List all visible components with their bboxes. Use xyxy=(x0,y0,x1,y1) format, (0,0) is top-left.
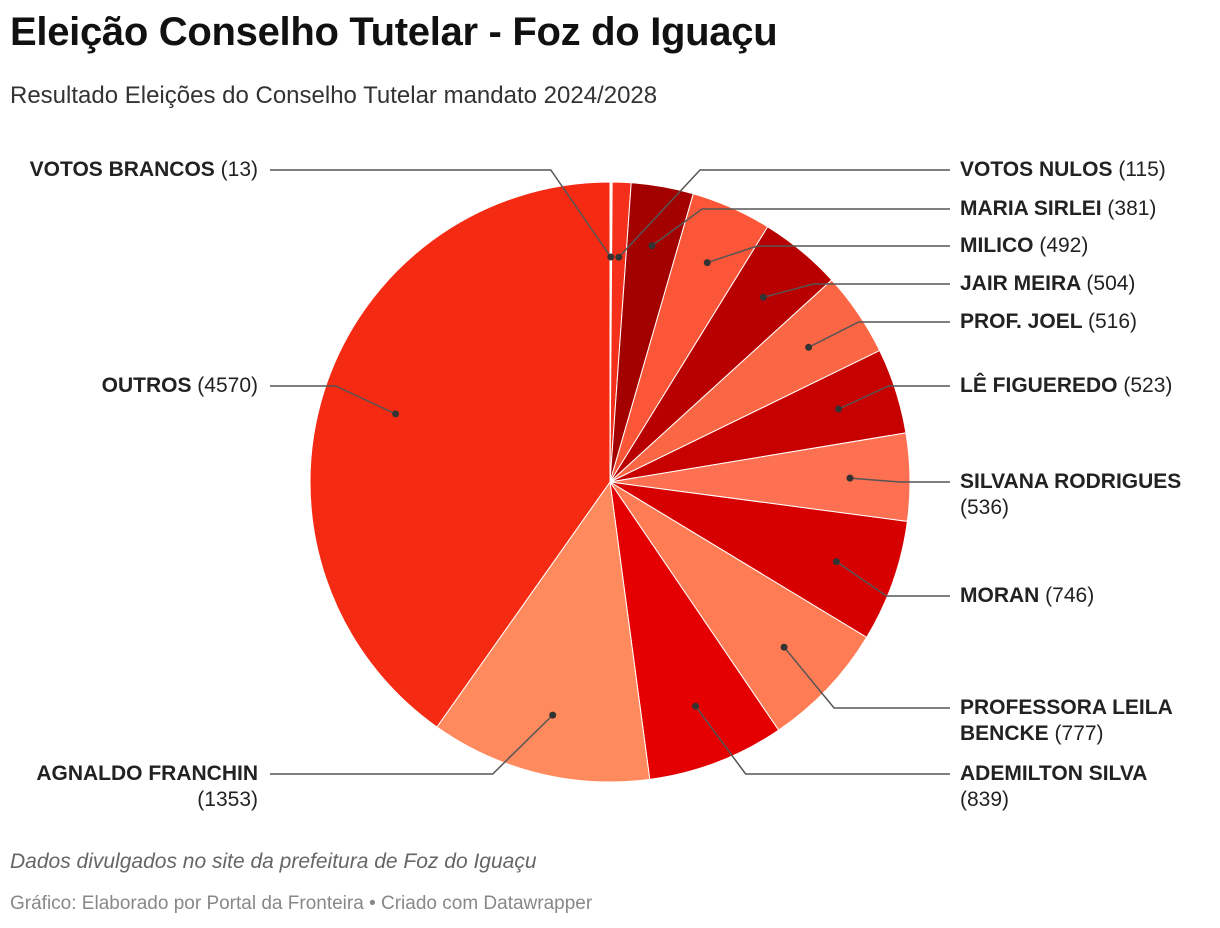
leader-line-prof-joel xyxy=(808,321,950,348)
leader-dot-prof-joel xyxy=(805,343,813,351)
pie-slices xyxy=(309,181,911,783)
pie-label-ademilton-silva: ADEMILTON SILVA (839) xyxy=(960,762,1147,811)
leader-line-agnaldo-franchin xyxy=(270,714,554,775)
chart-title: Eleição Conselho Tutelar - Foz do Iguaçu xyxy=(10,10,778,54)
leader-dot-le-figueredo xyxy=(835,405,843,413)
leader-dot-ademilton-silva xyxy=(692,702,700,710)
leader-dot-outros xyxy=(392,410,400,418)
leader-line-votos-brancos xyxy=(270,169,612,258)
pie-slice-outros xyxy=(309,181,611,728)
pie-label-votos-nulos: VOTOS NULOS (115) xyxy=(960,158,1166,181)
leader-line-le-figueredo xyxy=(838,385,950,410)
chart-notes: Dados divulgados no site da prefeitura d… xyxy=(10,850,537,873)
pie-label-le-figueredo: LÊ FIGUEREDO (523) xyxy=(960,373,1172,397)
leader-dot-agnaldo-franchin xyxy=(549,711,557,719)
pie-label-maria-sirlei: MARIA SIRLEI (381) xyxy=(960,197,1156,220)
pie-label-professora-leila-bencke: PROFESSORA LEILA BENCKE (777) xyxy=(960,696,1173,745)
leader-dot-votos-brancos xyxy=(607,253,615,261)
pie-label-milico: MILICO (492) xyxy=(960,234,1088,257)
pie-slice-agnaldo-franchin xyxy=(436,480,651,783)
leader-line-votos-nulos xyxy=(618,169,950,258)
chart-subtitle: Resultado Eleições do Conselho Tutelar m… xyxy=(10,82,658,109)
pie-slice-professora-leila-bencke xyxy=(609,481,868,731)
pie-slice-moran xyxy=(609,481,908,639)
leader-line-maria-sirlei xyxy=(651,208,950,247)
leader-line-jair-meira xyxy=(763,283,950,299)
leader-line-outros xyxy=(270,385,396,415)
leader-dot-professora-leila-bencke xyxy=(780,643,788,651)
pie-label-votos-brancos: VOTOS BRANCOS (13) xyxy=(30,158,258,181)
leader-dot-maria-sirlei xyxy=(648,242,656,250)
leader-line-silvana-rodrigues xyxy=(849,477,950,483)
pie-labels: VOTOS BRANCOS (13) VOTOS NULOS (115) MARIA… xyxy=(30,158,1182,811)
leader-line-moran xyxy=(835,560,950,597)
pie-leader-lines xyxy=(270,169,950,775)
leader-line-professora-leila-bencke xyxy=(783,646,950,709)
pie-label-silvana-rodrigues: SILVANA RODRIGUES (536) xyxy=(960,470,1181,519)
pie-label-moran: MORAN (746) xyxy=(960,584,1094,607)
leader-line-ademilton-silva xyxy=(694,705,950,775)
pie-label-outros: OUTROS (4570) xyxy=(102,374,258,397)
leader-dot-silvana-rodrigues xyxy=(846,474,854,482)
pie-label-jair-meira: JAIR MEIRA (504) xyxy=(960,272,1135,295)
leader-dot-milico xyxy=(703,259,711,267)
pie-label-prof-joel: PROF. JOEL (516) xyxy=(960,310,1137,333)
leader-dot-votos-nulos xyxy=(615,253,623,261)
chart-credit: Gráfico: Elaborado por Portal da Frontei… xyxy=(10,893,593,914)
pie-label-agnaldo-franchin: AGNALDO FRANCHIN (1353) xyxy=(36,762,258,811)
leader-dot-jair-meira xyxy=(759,293,767,301)
leader-line-milico xyxy=(707,245,950,264)
pie-chart: VOTOS BRANCOS (13) VOTOS NULOS (115) MARIA… xyxy=(30,158,1182,811)
leader-dot-moran xyxy=(832,558,840,566)
pie-slice-ademilton-silva xyxy=(609,481,780,780)
